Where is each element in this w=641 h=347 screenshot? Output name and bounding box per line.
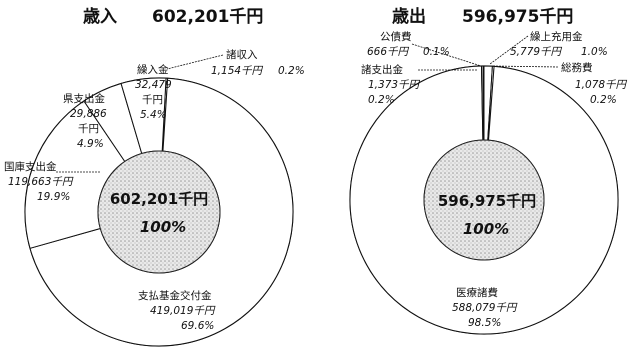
slice-amount: 119,663千円 — [8, 176, 74, 188]
expenditure-label-somu: 総務費 1,078千円 0.2% — [491, 61, 628, 106]
slice-percent: 98.5% — [468, 317, 501, 329]
revenue-center-disc — [97, 150, 221, 274]
slice-amount: 29,886 — [70, 108, 107, 120]
slice-amount: 588,079千円 — [452, 302, 518, 314]
leader-line — [491, 65, 559, 68]
expenditure-center-percent: 100% — [463, 220, 509, 238]
slice-percent: 0.2% — [590, 94, 617, 106]
revenue-title: 歳入 — [83, 6, 117, 27]
expenditure-slice-2 — [482, 65, 485, 141]
slice-amount-unit: 千円 — [78, 123, 99, 135]
slice-name: 医療諸費 — [456, 286, 498, 299]
slice-percent: 0.2% — [368, 94, 395, 106]
revenue-pie: 602,201千円 100% — [24, 77, 294, 347]
revenue-center-percent: 100% — [140, 218, 186, 236]
leader-line — [489, 35, 529, 65]
revenue-center-value: 602,201千円 — [110, 190, 208, 208]
slice-amount: 1,154千円 — [211, 65, 264, 77]
leader-line — [166, 54, 224, 70]
expenditure-total: 596,975千円 — [462, 7, 573, 27]
slice-amount: 1,373千円 — [368, 79, 421, 91]
expenditure-pie: 596,975千円 100% — [349, 65, 619, 335]
expenditure-center-disc — [423, 139, 545, 261]
revenue-label-shoshunyu: 諸収入 1,154千円 0.2% — [166, 48, 305, 77]
slice-percent: 4.9% — [77, 138, 104, 150]
expenditure-label-kosai: 公債費 666千円 0.1% — [367, 30, 482, 67]
slice-name: 総務費 — [561, 61, 593, 74]
expenditure-center-value: 596,975千円 — [438, 192, 536, 210]
slice-amount: 666千円 — [367, 46, 410, 58]
slice-percent: 5.4% — [140, 109, 167, 121]
slice-amount: 32,479 — [135, 79, 172, 91]
revenue-label-kokko: 国庫支出金 119,663千円 19.9% — [4, 160, 100, 203]
expenditure-label-iryo: 医療諸費 588,079千円 98.5% — [452, 286, 518, 329]
expenditure-label-kuriage: 繰上充用金 5,779千円 1.0% — [489, 30, 608, 65]
slice-amount: 1,078千円 — [575, 79, 628, 91]
slice-percent: 1.0% — [581, 46, 608, 58]
slice-name: 諸支出金 — [361, 63, 403, 76]
slice-percent: 69.6% — [181, 320, 214, 332]
slice-name: 支払基金交付金 — [138, 289, 212, 302]
revenue-label-shiharai: 支払基金交付金 419,019千円 69.6% — [138, 289, 216, 332]
slice-name: 国庫支出金 — [4, 160, 57, 173]
revenue-label-kurikomi: 繰入金 32,479 千円 5.4% — [135, 63, 172, 121]
slice-name: 繰上充用金 — [530, 30, 583, 43]
slice-name: 県支出金 — [63, 92, 105, 105]
slice-percent: 19.9% — [37, 191, 70, 203]
revenue-total: 602,201千円 — [152, 7, 263, 27]
slice-amount: 419,019千円 — [150, 305, 216, 317]
expenditure-label-shoshishutsu: 諸支出金 1,373千円 0.2% — [361, 63, 478, 106]
slice-amount-unit: 千円 — [142, 94, 163, 106]
slice-name: 繰入金 — [137, 63, 169, 76]
slice-name: 公債費 — [380, 30, 412, 43]
leader-line — [411, 43, 482, 67]
revenue-label-ken: 県支出金 29,886 千円 4.9% — [63, 92, 107, 150]
expenditure-title: 歳出 — [392, 6, 426, 27]
slice-name: 諸収入 — [226, 48, 258, 61]
slice-percent: 0.2% — [278, 65, 305, 77]
slice-amount: 5,779千円 — [510, 46, 563, 58]
